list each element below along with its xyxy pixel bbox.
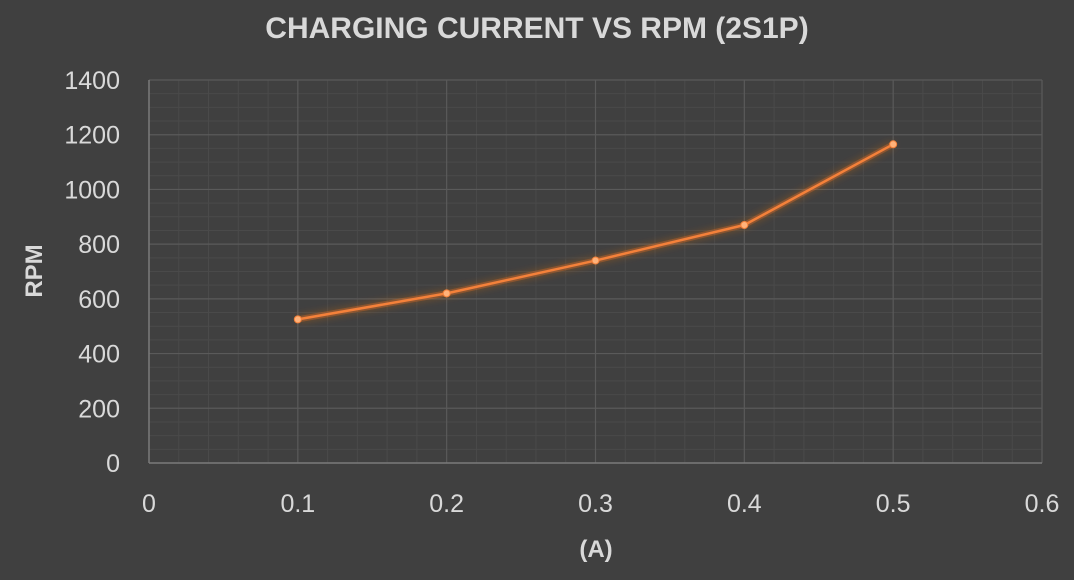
y-tick-label: 200 [78, 395, 120, 423]
y-tick-label: 400 [78, 341, 120, 369]
y-tick-label: 800 [78, 231, 120, 259]
tick-labels: 0 0.1 0.2 0.3 0.4 0.5 0.6 0 200 400 600 800 1000 1200… [64, 67, 1059, 518]
x-tick-label: 0.2 [429, 490, 464, 518]
chart-title: CHARGING CURRENT VS RPM (2S1P) [265, 12, 808, 45]
y-tick-label: 0 [106, 450, 120, 478]
x-tick-label: 0.3 [578, 490, 613, 518]
x-tick-label: 0.6 [1025, 490, 1060, 518]
data-point [591, 256, 600, 265]
y-tick-label: 1200 [64, 122, 120, 150]
axes [148, 80, 1042, 464]
data-point [740, 220, 749, 229]
data-point [293, 315, 302, 324]
data-point [889, 140, 898, 149]
data-point [442, 289, 451, 298]
grid [149, 79, 1043, 463]
x-tick-label: 0 [142, 490, 156, 518]
x-tick-label: 0.1 [280, 490, 315, 518]
y-axis-title: RPM [21, 244, 48, 297]
series-group [293, 140, 898, 324]
y-tick-label: 1000 [64, 176, 120, 204]
x-axis-title: (A) [579, 536, 612, 563]
x-tick-label: 0.5 [876, 490, 911, 518]
x-tick-label: 0.4 [727, 490, 762, 518]
y-tick-label: 600 [78, 286, 120, 314]
y-tick-label: 1400 [64, 67, 120, 95]
